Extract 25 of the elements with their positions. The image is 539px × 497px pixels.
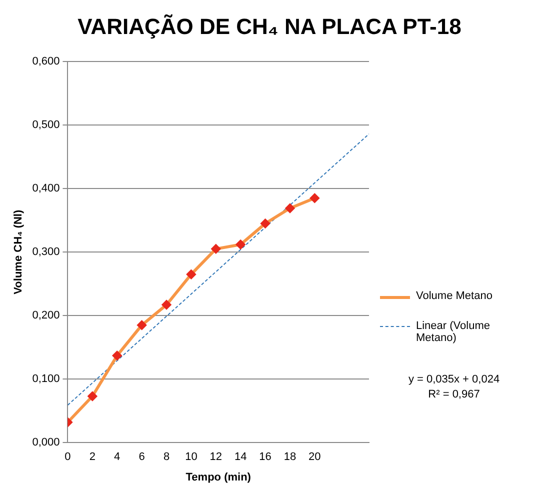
x-tick-label: 16 — [259, 451, 272, 464]
x-tick-label: 2 — [89, 451, 96, 464]
chart-title: VARIAÇÃO DE CH₄ NA PLACA PT-18 — [76, 14, 462, 40]
y-tick-label: 0,200 — [32, 310, 60, 322]
x-tick-label: 14 — [234, 451, 247, 464]
x-tick-label: 6 — [138, 451, 145, 464]
y-axis-title: Volume CH₄ (Nl) — [12, 210, 25, 294]
legend-label: Linear (Volume Metano) — [416, 320, 491, 344]
x-tick-label: 0 — [64, 451, 71, 464]
text: y = 0,035x + 0,024 — [408, 374, 500, 386]
x-tick-label: 8 — [163, 451, 170, 464]
x-tick-label: 4 — [114, 451, 120, 464]
x-axis-title: Tempo (min) — [186, 471, 252, 484]
y-tick-label: 0,100 — [32, 373, 60, 386]
y-tick-label: 0,500 — [32, 119, 60, 132]
y-tick-label: 0,400 — [32, 182, 60, 195]
x-tick-label: 20 — [308, 451, 321, 464]
text: R² = 0,967 — [428, 388, 480, 401]
x-tick-label: 10 — [185, 451, 198, 464]
y-tick-label: 0,300 — [32, 246, 60, 258]
x-tick-label: 18 — [284, 451, 296, 464]
legend-label: Volume Metano — [416, 290, 492, 302]
y-tick-label: 0,000 — [32, 436, 60, 449]
x-tick-label: 12 — [210, 451, 222, 464]
y-tick-label: 0,600 — [32, 56, 60, 68]
